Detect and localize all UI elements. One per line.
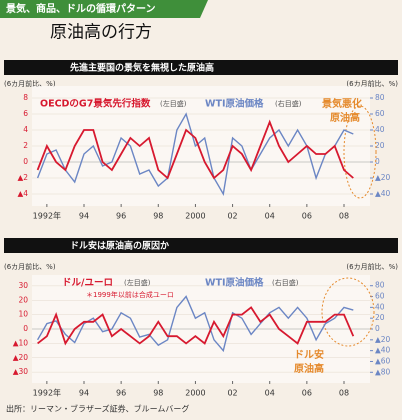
x-tick-label: 04 [265, 212, 275, 221]
y2-tick-label: 40 [375, 302, 385, 311]
y-tick-label: 4 [23, 125, 28, 134]
chart-title: 先進主要国の景気を無視した原油高 [70, 62, 214, 74]
y-tick-label: 20 [18, 295, 28, 304]
y-tick-label: 2 [23, 141, 28, 150]
y-tick-label: 0 [23, 324, 28, 333]
y2-tick-label: 80 [375, 93, 385, 102]
y-tick-label: ▲10 [13, 338, 29, 347]
line [36, 112, 354, 197]
y-tick-label: 6 [23, 109, 28, 118]
y-tick-label: ▲4 [17, 189, 28, 198]
chart-title: ドル安は原油高の原因か [70, 240, 169, 252]
annotation: 景気悪化 [322, 97, 362, 110]
x-tick-label: 98 [153, 212, 163, 221]
y2-tick-label: 60 [375, 109, 385, 118]
panel-bar [4, 60, 398, 75]
annotation: 原油高 [330, 111, 360, 124]
y-tick-label: 8 [23, 93, 28, 102]
page-title: 原油高の行方 [50, 23, 152, 43]
x-tick-label: 96 [116, 389, 126, 398]
annotation: (左目盛) [160, 99, 187, 108]
legend-label: WTI原油価格 [205, 277, 264, 289]
x-tick-label: 06 [302, 389, 312, 398]
y2-axis-label: (6カ月前比、%) [346, 79, 398, 88]
highlight [321, 277, 375, 347]
legend-label: OECDのG7景気先行指数 [40, 98, 151, 110]
panel-bar [4, 238, 398, 253]
line [36, 295, 354, 353]
highlight [343, 105, 377, 199]
y2-tick-label: 80 [375, 281, 385, 290]
x-tick-label: 02 [227, 212, 237, 221]
x-tick-label: 94 [79, 212, 89, 221]
y2-tick-label: ▲40 [375, 346, 391, 355]
annotation: ＊1999年以前は合成ユーロ [86, 290, 174, 299]
y2-tick-label: 0 [375, 157, 380, 166]
annotation: (右目盛) [272, 278, 299, 287]
y-tick-label: ▲2 [17, 173, 28, 182]
y2-tick-label: 0 [375, 324, 380, 333]
line [37, 306, 355, 346]
annotation: (右目盛) [275, 99, 302, 108]
x-tick-label: 08 [339, 212, 349, 221]
y-tick-label: 10 [18, 310, 28, 319]
y2-tick-label: 60 [375, 292, 385, 301]
x-tick-label: 98 [153, 389, 163, 398]
y-tick-label: 30 [18, 281, 28, 290]
y2-tick-label: 20 [375, 313, 385, 322]
x-tick-label: 94 [79, 389, 89, 398]
y-axis-label: (6カ月前比、%) [4, 79, 56, 88]
x-tick-label: 1992年 [33, 211, 61, 221]
tag-box [0, 0, 208, 18]
annotation: (左目盛) [124, 278, 151, 287]
y2-tick-label: 40 [375, 125, 385, 134]
x-tick-label: 2000 [185, 389, 205, 398]
x-tick-label: 08 [339, 389, 349, 398]
annotation: 原油高 [294, 362, 324, 375]
x-tick-label: 04 [265, 389, 275, 398]
source: 出所：リーマン・ブラザーズ証券、ブルームバーグ [6, 404, 189, 414]
y-tick-label: ▲20 [13, 353, 29, 362]
y2-tick-label: ▲80 [375, 367, 391, 376]
x-tick-label: 2000 [185, 212, 205, 221]
tag: 景気、商品、ドルの循環パターン [6, 2, 156, 15]
x-tick-label: 06 [302, 212, 312, 221]
x-tick-label: 1992年 [33, 388, 61, 398]
y-axis-label: (6カ月前比、%) [4, 262, 56, 271]
y2-tick-label: ▲40 [375, 189, 391, 198]
legend-label: ドル/ユーロ [62, 278, 113, 289]
legend-label: WTI原油価格 [205, 98, 264, 110]
y2-tick-label: ▲20 [375, 173, 391, 182]
y2-tick-label: ▲60 [375, 356, 391, 365]
y2-tick-label: 20 [375, 141, 385, 150]
y2-axis-label: (6カ月前比、%) [346, 262, 398, 271]
line [36, 119, 354, 180]
x-tick-label: 96 [116, 212, 126, 221]
y-tick-label: 0 [23, 157, 28, 166]
annotation: ドル安 [294, 348, 324, 361]
x-tick-label: 02 [227, 389, 237, 398]
y2-tick-label: ▲20 [375, 335, 391, 344]
y-tick-label: ▲30 [13, 367, 29, 376]
